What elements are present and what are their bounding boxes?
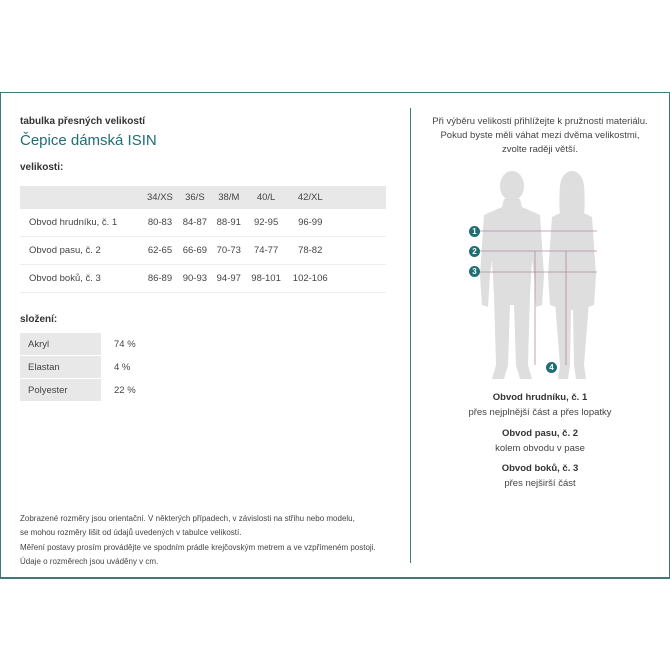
female-figure (548, 171, 596, 379)
caption-title: Obvod pasu, č. 2 (501, 428, 579, 439)
table-cell: 96-99 (286, 209, 334, 237)
composition-row: Polyester 22 % (20, 378, 137, 402)
caption-title: Obvod boků, č. 3 (501, 463, 579, 474)
male-figure (480, 171, 544, 379)
body-figures-illustration (478, 171, 597, 379)
measurement-lines (478, 230, 597, 365)
size-table: 34/XS 36/S 38/M 40/L 42/XL Obvod hrudník… (20, 186, 386, 293)
table-cell: Obvod pasu, č. 2 (20, 236, 142, 265)
marker-3: 3 (469, 266, 480, 277)
table-cell: 84-87 (177, 209, 212, 237)
column-header: 36/S (177, 186, 212, 209)
table-cell: 102-106 (286, 264, 334, 293)
material-name: Polyester (20, 378, 101, 402)
footer-line: se mohou rozměry lišit od údajů uvedenýc… (20, 528, 242, 538)
caption-text: kolem obvodu v pase (495, 443, 585, 454)
hint-line: Při výběru velikosti přihlížejte k pružn… (432, 116, 648, 127)
table-cell: 94-97 (211, 264, 246, 293)
column-spacer (334, 186, 386, 209)
table-spacer (334, 209, 386, 237)
caption-hips: Obvod boků, č. 3 přes nejširší část (412, 463, 668, 489)
composition-row: Akryl 74 % (20, 333, 137, 356)
table-cell: 86-89 (142, 264, 178, 293)
composition-row: Elastan 4 % (20, 355, 137, 379)
sizes-label: velikosti: (20, 162, 64, 173)
column-header: 40/L (245, 186, 287, 209)
footer-line: Měření postavy prosím provádějte ve spod… (20, 542, 376, 552)
table-cell: Obvod boků, č. 3 (20, 264, 142, 293)
caption-title: Obvod hrudníku, č. 1 (492, 392, 588, 403)
table-cell: Obvod hrudníku, č. 1 (20, 209, 142, 237)
table-spacer (334, 236, 386, 265)
column-header: 38/M (211, 186, 246, 209)
column-header (20, 186, 142, 209)
material-percent: 74 % (101, 333, 137, 356)
hint-line: zvolte raději větší. (501, 144, 579, 155)
marker-4: 4 (546, 362, 557, 373)
caption-waist: Obvod pasu, č. 2 kolem obvodu v pase (412, 428, 668, 454)
composition-table: Akryl 74 % Elastan 4 % Polyester 22 % (20, 333, 137, 402)
table-cell: 98-101 (245, 264, 287, 293)
footer-note: Zobrazené rozměry jsou orientační. V něk… (20, 512, 376, 569)
footer-line: Údaje o rozměrech jsou uváděny v cm. (20, 556, 159, 566)
column-header: 34/XS (142, 186, 178, 209)
marker-1: 1 (469, 226, 480, 237)
divider (410, 108, 411, 563)
table-row: Obvod hrudníku, č. 1 80-83 84-87 88-91 92-95… (20, 209, 386, 237)
table-cell: 80-83 (142, 209, 178, 237)
material-percent: 22 % (101, 378, 137, 402)
material-name: Elastan (20, 355, 101, 379)
material-name: Akryl (20, 333, 101, 356)
hint-line: Pokud byste měli váhat mezi dvěma veliko… (440, 130, 640, 141)
caption-text: přes nejširší část (504, 478, 576, 489)
page-title: Čepice dámská ISIN (20, 132, 157, 149)
marker-2: 2 (469, 246, 480, 257)
material-percent: 4 % (101, 355, 137, 379)
table-cell: 88-91 (211, 209, 246, 237)
column-header: 42/XL (286, 186, 334, 209)
composition-label: složení: (20, 314, 58, 325)
table-cell: 74-77 (245, 236, 287, 265)
table-cell: 78-82 (286, 236, 334, 265)
table-cell: 70-73 (211, 236, 246, 265)
caption-text: přes nejplnější část a přes lopatky (468, 407, 612, 418)
table-cell: 90-93 (177, 264, 212, 293)
footer-line: Zobrazené rozměry jsou orientační. V něk… (20, 514, 355, 523)
table-cell: 62-65 (142, 236, 178, 265)
caption-chest: Obvod hrudníku, č. 1 přes nejplnější čás… (412, 392, 668, 418)
table-cell: 92-95 (245, 209, 287, 237)
table-row: Obvod pasu, č. 2 62-65 66-69 70-73 74-77 78-8… (20, 236, 386, 265)
size-hint: Při výběru velikosti přihlížejte k pružn… (412, 115, 668, 157)
subtitle: tabulka přesných velikostí (20, 116, 146, 127)
table-row: Obvod boků, č. 3 86-89 90-93 94-97 98-101 102… (20, 264, 386, 293)
table-spacer (334, 264, 386, 293)
table-cell: 66-69 (177, 236, 212, 265)
